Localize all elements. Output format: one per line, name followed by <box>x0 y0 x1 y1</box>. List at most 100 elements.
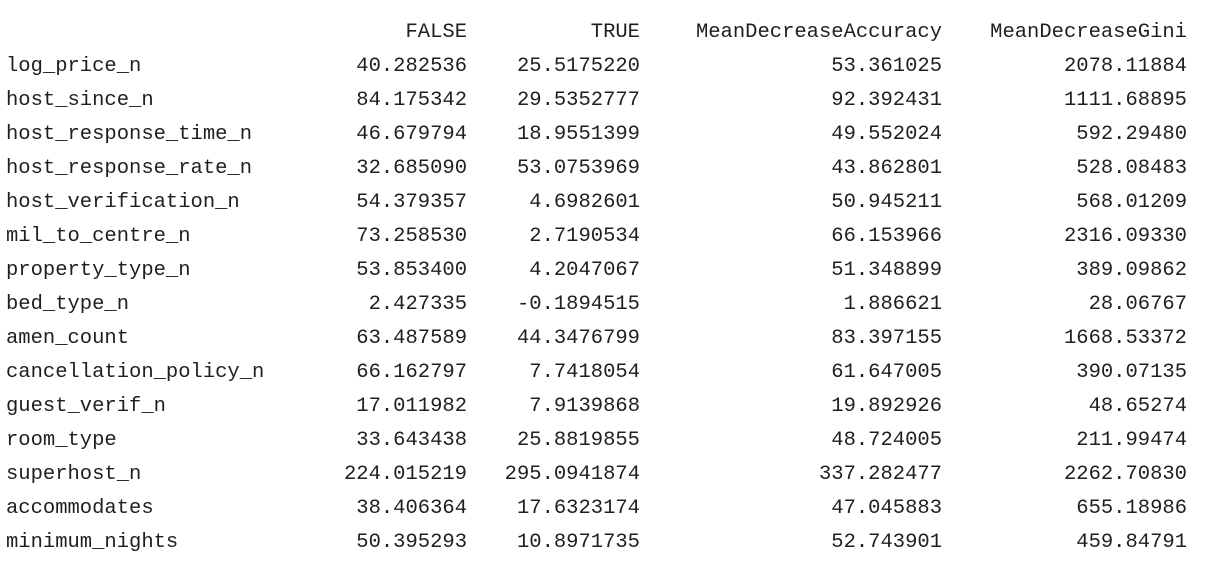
row-label: host_response_rate_n <box>6 157 253 180</box>
table-row: property_type_n 53.853400 4.2047067 51.3488… <box>0 254 1187 288</box>
row-label: log_price_n <box>6 55 142 78</box>
true-value-cell: 18.9551399 <box>516 123 640 146</box>
table-row: amen_count 63.487589 44.3476799 83.397155 16… <box>0 322 1187 356</box>
mean-decrease-gini-cell: 1668.53372 <box>1063 327 1187 350</box>
false-value-cell: 63.487589 <box>356 327 467 350</box>
mean-decrease-accuracy-cell: 49.552024 <box>831 123 942 146</box>
row-label: host_verification_n <box>6 191 240 214</box>
table-row: guest_verif_n 17.011982 7.9139868 19.892926… <box>0 390 1187 424</box>
mean-decrease-accuracy-cell: 48.724005 <box>831 429 942 452</box>
header-row: FALSE TRUE MeanDecreaseAccuracy MeanDecr… <box>0 16 1187 50</box>
mean-decrease-accuracy-cell: 53.361025 <box>831 55 942 78</box>
false-value-cell: 32.685090 <box>356 157 467 180</box>
table-row: bed_type_n 2.427335 -0.1894515 1.886621 28.0… <box>0 288 1187 322</box>
true-value-cell: 25.8819855 <box>516 429 640 452</box>
mean-decrease-gini-cell: 2078.11884 <box>1063 55 1187 78</box>
false-value-cell: 53.853400 <box>356 259 467 282</box>
column-header-false: FALSE <box>405 21 467 44</box>
false-value-cell: 54.379357 <box>356 191 467 214</box>
table-row: cancellation_policy_n 66.162797 7.7418054 6… <box>0 356 1187 390</box>
true-value-cell: 2.7190534 <box>529 225 640 248</box>
mean-decrease-accuracy-cell: 51.348899 <box>831 259 942 282</box>
mean-decrease-gini-cell: 2316.09330 <box>1063 225 1187 248</box>
false-value-cell: 2.427335 <box>368 293 467 316</box>
true-value-cell: 4.6982601 <box>529 191 640 214</box>
true-value-cell: 44.3476799 <box>516 327 640 350</box>
table-header: FALSE TRUE MeanDecreaseAccuracy MeanDecr… <box>0 16 1187 50</box>
true-value-cell: 7.9139868 <box>529 395 640 418</box>
false-value-cell: 46.679794 <box>356 123 467 146</box>
true-value-cell: -0.1894515 <box>516 293 640 316</box>
false-value-cell: 84.175342 <box>356 89 467 112</box>
mean-decrease-accuracy-cell: 83.397155 <box>831 327 942 350</box>
row-label: guest_verif_n <box>6 395 166 418</box>
table-row: superhost_n 224.015219 295.0941874 337.2824… <box>0 458 1187 492</box>
mean-decrease-gini-cell: 390.07135 <box>1076 361 1187 384</box>
mean-decrease-gini-cell: 389.09862 <box>1076 259 1187 282</box>
mean-decrease-accuracy-cell: 92.392431 <box>831 89 942 112</box>
row-label: room_type <box>6 429 117 452</box>
mean-decrease-accuracy-cell: 52.743901 <box>831 531 942 554</box>
row-label: accommodates <box>6 497 154 520</box>
table-row: host_response_rate_n 32.685090 53.0753969 4… <box>0 152 1187 186</box>
mean-decrease-gini-cell: 459.84791 <box>1076 531 1187 554</box>
mean-decrease-accuracy-cell: 19.892926 <box>831 395 942 418</box>
row-label: minimum_nights <box>6 531 179 554</box>
mean-decrease-gini-cell: 28.06767 <box>1088 293 1187 316</box>
r-console-output: FALSE TRUE MeanDecreaseAccuracy MeanDecr… <box>0 16 1208 560</box>
table-row: host_response_time_n 46.679794 18.9551399 4… <box>0 118 1187 152</box>
false-value-cell: 50.395293 <box>356 531 467 554</box>
false-value-cell: 33.643438 <box>356 429 467 452</box>
row-label: host_since_n <box>6 89 154 112</box>
true-value-cell: 7.7418054 <box>529 361 640 384</box>
mean-decrease-accuracy-cell: 66.153966 <box>831 225 942 248</box>
false-value-cell: 66.162797 <box>356 361 467 384</box>
mean-decrease-gini-cell: 592.29480 <box>1076 123 1187 146</box>
true-value-cell: 295.0941874 <box>504 463 640 486</box>
mean-decrease-gini-cell: 48.65274 <box>1088 395 1187 418</box>
mean-decrease-accuracy-cell: 61.647005 <box>831 361 942 384</box>
false-value-cell: 224.015219 <box>343 463 467 486</box>
column-header-mean-decrease-accuracy: MeanDecreaseAccuracy <box>695 21 942 44</box>
table-row: minimum_nights 50.395293 10.8971735 52.7439… <box>0 526 1187 560</box>
false-value-cell: 40.282536 <box>356 55 467 78</box>
mean-decrease-accuracy-cell: 337.282477 <box>818 463 942 486</box>
mean-decrease-gini-cell: 211.99474 <box>1076 429 1187 452</box>
mean-decrease-accuracy-cell: 1.886621 <box>843 293 942 316</box>
table-row: log_price_n 40.282536 25.5175220 53.361025 2… <box>0 50 1187 84</box>
true-value-cell: 4.2047067 <box>529 259 640 282</box>
row-label: mil_to_centre_n <box>6 225 191 248</box>
table-row: accommodates 38.406364 17.6323174 47.045883… <box>0 492 1187 526</box>
column-header-true: TRUE <box>590 21 640 44</box>
mean-decrease-gini-cell: 655.18986 <box>1076 497 1187 520</box>
true-value-cell: 53.0753969 <box>516 157 640 180</box>
false-value-cell: 17.011982 <box>356 395 467 418</box>
table-row: room_type 33.643438 25.8819855 48.724005 211… <box>0 424 1187 458</box>
mean-decrease-gini-cell: 528.08483 <box>1076 157 1187 180</box>
table-body: log_price_n 40.282536 25.5175220 53.361025 2… <box>0 50 1187 560</box>
column-header-mean-decrease-gini: MeanDecreaseGini <box>990 21 1187 44</box>
mean-decrease-gini-cell: 1111.68895 <box>1063 89 1187 112</box>
false-value-cell: 73.258530 <box>356 225 467 248</box>
true-value-cell: 17.6323174 <box>516 497 640 520</box>
table-row: mil_to_centre_n 73.258530 2.7190534 66.1539… <box>0 220 1187 254</box>
variable-importance-table: FALSE TRUE MeanDecreaseAccuracy MeanDecr… <box>0 16 1187 560</box>
row-label: host_response_time_n <box>6 123 253 146</box>
mean-decrease-gini-cell: 568.01209 <box>1076 191 1187 214</box>
mean-decrease-accuracy-cell: 47.045883 <box>831 497 942 520</box>
row-label: superhost_n <box>6 463 142 486</box>
true-value-cell: 29.5352777 <box>516 89 640 112</box>
mean-decrease-accuracy-cell: 50.945211 <box>831 191 942 214</box>
row-label: cancellation_policy_n <box>6 361 265 384</box>
row-label: bed_type_n <box>6 293 130 316</box>
table-row: host_since_n 84.175342 29.5352777 92.392431… <box>0 84 1187 118</box>
false-value-cell: 38.406364 <box>356 497 467 520</box>
true-value-cell: 25.5175220 <box>516 55 640 78</box>
row-label: amen_count <box>6 327 130 350</box>
mean-decrease-gini-cell: 2262.70830 <box>1063 463 1187 486</box>
mean-decrease-accuracy-cell: 43.862801 <box>831 157 942 180</box>
row-label: property_type_n <box>6 259 191 282</box>
true-value-cell: 10.8971735 <box>516 531 640 554</box>
table-row: host_verification_n 54.379357 4.6982601 50.… <box>0 186 1187 220</box>
corner-cell <box>0 16 312 50</box>
